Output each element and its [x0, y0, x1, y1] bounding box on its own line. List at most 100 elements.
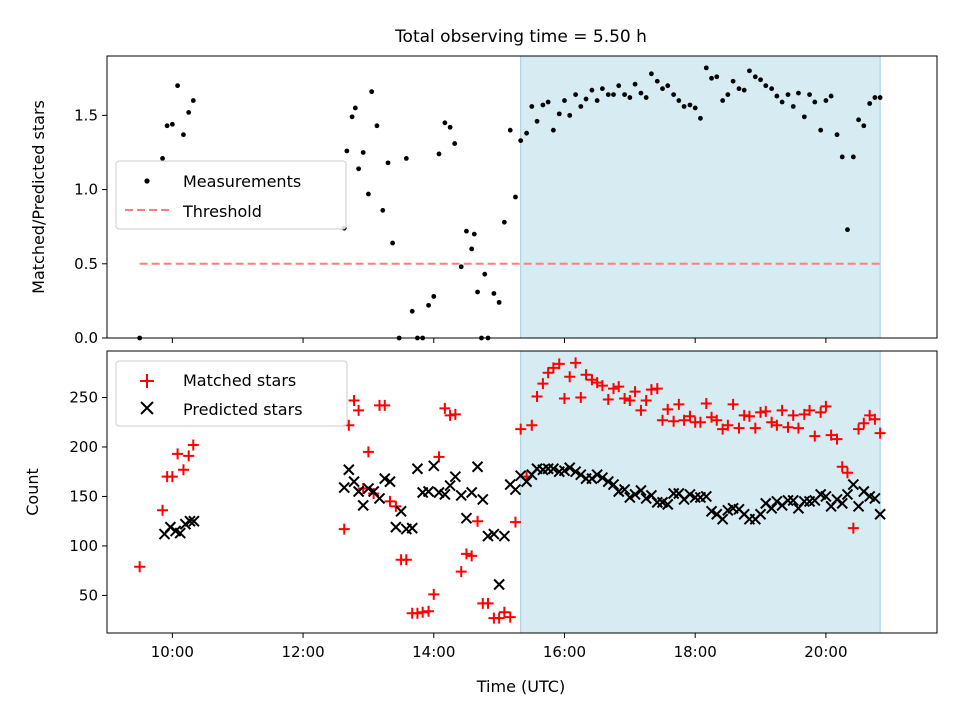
matched-star-point [353, 404, 365, 416]
measurement-point [344, 148, 350, 154]
bottom-ytick-label: 250 [69, 389, 98, 407]
predicted-star-point [465, 486, 478, 499]
measurement-point [573, 92, 578, 97]
legend-measurements-label: Measurements [183, 172, 301, 191]
predicted-star-point [820, 490, 832, 503]
measurement-point [507, 127, 513, 133]
bottom-ytick-label: 50 [79, 586, 98, 604]
bottom-xtick-label: 20:00 [804, 643, 847, 661]
predicted-star-point [640, 492, 652, 505]
bottom-ytick-label: 100 [69, 537, 98, 555]
matched-star-point [787, 409, 799, 421]
top-ticks-group: 0.0 0.5 1.0 1.5 [74, 106, 827, 347]
measurement-point [736, 86, 742, 92]
predicted-star-point [635, 484, 647, 497]
predicted-star-point [373, 492, 386, 505]
bottom-ytick-label: 150 [69, 487, 98, 505]
predicted-star-point [362, 482, 375, 495]
predicted-star-point [471, 461, 484, 473]
predicted-star-point [841, 488, 854, 501]
matched-star-point [362, 446, 374, 458]
measurement-point [169, 121, 175, 127]
predicted-star-point [547, 463, 560, 475]
matched-star-point [678, 414, 690, 426]
predicted-star-point [667, 487, 680, 500]
predicted-star-point [188, 515, 200, 527]
predicted-star-point [700, 490, 713, 503]
measurement-point [790, 104, 796, 109]
predicted-star-point [493, 578, 505, 591]
matched-star-point [472, 515, 484, 527]
measurement-point [796, 90, 801, 96]
measurement-point [867, 101, 873, 106]
measurement-point [823, 98, 829, 103]
measurement-point [872, 95, 878, 100]
legend-predicted-marker [140, 401, 154, 415]
bottom-legend: Matched stars Predicted stars [115, 360, 348, 427]
legend-matched-marker [140, 374, 154, 388]
legend-measurements-marker [144, 178, 150, 184]
measurement-point [562, 98, 567, 103]
bottom-panel: 50 100 150 200 250 10:00 12:00 14:00 16:00 18:00 2… [23, 350, 938, 696]
predicted-star-point [798, 495, 811, 508]
top-shaded-span [520, 55, 881, 339]
measurement-point [352, 105, 358, 111]
top-ytick-label: 1.0 [74, 181, 98, 199]
measurement-point [687, 102, 693, 108]
measurement-point [482, 271, 488, 277]
top-legend: Measurements Threshold [115, 160, 347, 230]
bottom-xlabel: Time (UTC) [476, 677, 565, 696]
matched-star-point [482, 597, 494, 609]
measurement-point [556, 111, 562, 117]
predicted-star-point [428, 460, 440, 472]
measurement-point [698, 115, 703, 121]
measurement-point [671, 92, 677, 97]
predicted-star-point [184, 515, 196, 527]
measurement-point [190, 98, 196, 103]
predicted-star-point [591, 468, 603, 481]
measurement-point [380, 207, 386, 213]
measurement-point [385, 160, 391, 166]
measurement-point [763, 83, 769, 89]
matched-star-point [782, 421, 794, 433]
matched-star-point [651, 383, 663, 395]
predicted-star-point [716, 513, 729, 525]
predicted-star-point [754, 508, 767, 520]
predicted-star-point [836, 497, 848, 510]
predicted-star-point [624, 491, 636, 504]
predicted-star-point [379, 472, 391, 485]
matched-star-point [172, 448, 184, 460]
matched-star-point [809, 430, 821, 442]
predicted-star-point [765, 502, 778, 515]
matched-star-point [596, 380, 608, 392]
top-axes-frame [106, 55, 938, 339]
matched-star-point [439, 402, 451, 414]
measurement-point [409, 308, 415, 314]
measurement-point [513, 194, 518, 200]
measurement-point [638, 90, 644, 96]
matched-star-point [177, 464, 189, 476]
predicted-star-point [449, 470, 462, 483]
measurement-point [403, 156, 409, 161]
matched-star-point [858, 417, 870, 429]
measurement-point [175, 83, 180, 89]
measurement-point [164, 123, 170, 129]
predicted-star-point [596, 471, 609, 484]
measurement-point [540, 102, 546, 108]
measurement-point [349, 114, 355, 120]
bottom-ytick-label: 200 [69, 438, 98, 456]
matched-star-point [338, 523, 350, 535]
matched-star-point [357, 483, 369, 495]
matched-star-point [662, 403, 674, 415]
matched-star-point [613, 381, 625, 393]
measurement-point [611, 92, 616, 97]
bottom-legend-box [115, 360, 348, 427]
measurement-point [599, 86, 605, 92]
top-ytick-label: 0.5 [74, 255, 98, 273]
matched-star-point [771, 419, 783, 431]
predicted-star-point [384, 475, 396, 488]
matched-star-point [542, 367, 554, 379]
predicted-star-point [348, 475, 360, 488]
measurement-point [431, 294, 437, 299]
matched-star-point [831, 433, 843, 445]
